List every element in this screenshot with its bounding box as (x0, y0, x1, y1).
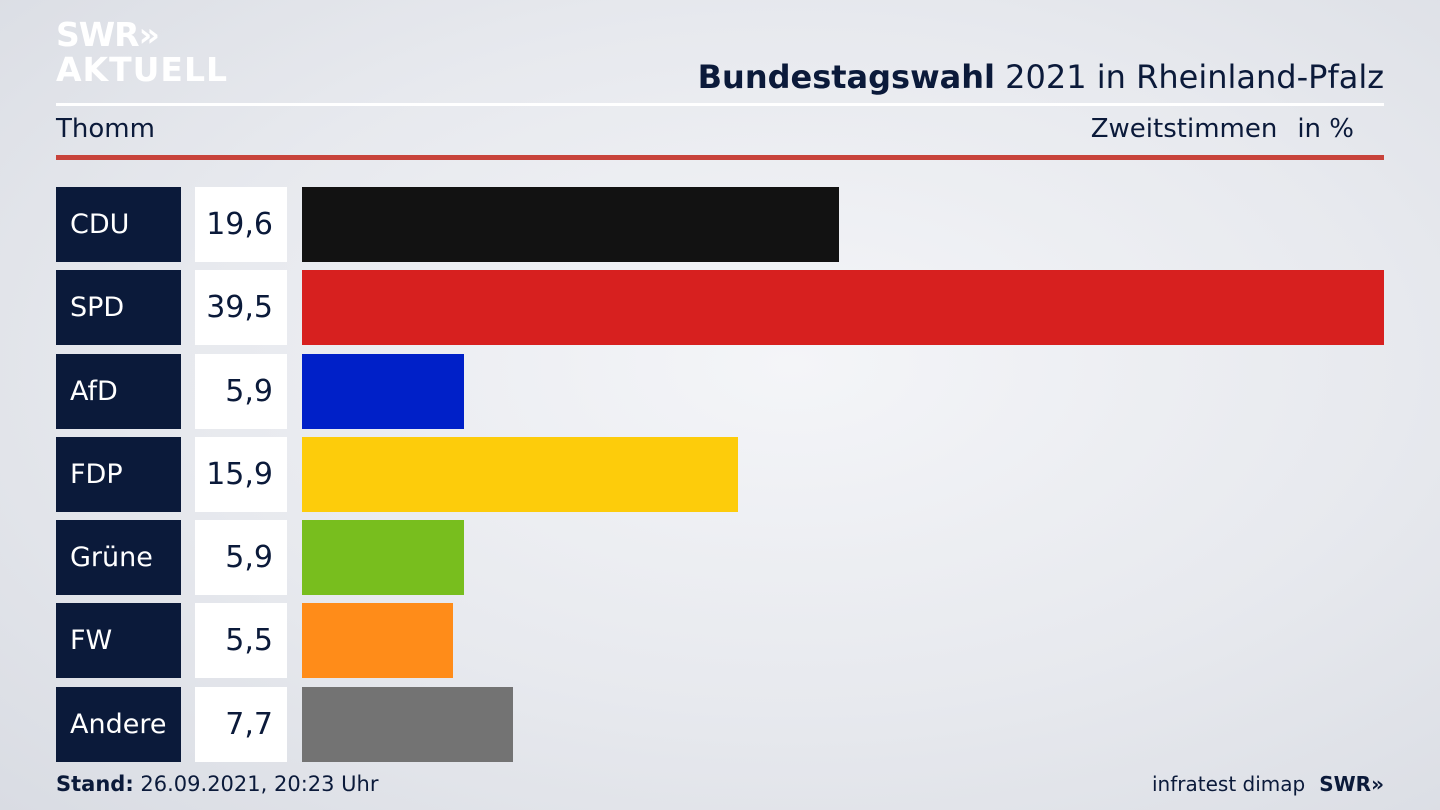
value-label: 5,5 (195, 603, 287, 679)
measure-text: Zweitstimmen (1090, 114, 1278, 144)
stand-value: 26.09.2021, 20:23 Uhr (133, 772, 379, 796)
stand-label: Stand: (56, 772, 134, 796)
value-label: 7,7 (195, 686, 287, 762)
header-divider (56, 103, 1384, 106)
accent-divider (56, 155, 1384, 160)
bar-chart: CDU 19,6 SPD 39,5 AfD 5,9 FDP 15,9 Grüne 5,9 FW 5,5… (56, 187, 1384, 770)
place-name: Thomm (56, 114, 155, 144)
bar-row: CDU 19,6 (56, 187, 1384, 262)
source-name: infratest dimap (1152, 772, 1306, 796)
party-label: SPD (56, 270, 181, 346)
bar-row: Grüne 5,9 (56, 520, 1384, 596)
bar (302, 603, 453, 679)
bar-row: AfD 5,9 (56, 353, 1384, 429)
measure-label: Zweitstimmen in % (1091, 114, 1354, 144)
unit-text: in % (1297, 114, 1354, 144)
value-label: 5,9 (195, 520, 287, 596)
party-label: FDP (56, 436, 181, 512)
party-label: FW (56, 603, 181, 679)
logo-line-1: SWR» (56, 15, 160, 54)
swr-aktuell-logo: SWR» AKTUELL (56, 18, 228, 86)
bar (302, 686, 513, 762)
page-title: Bundestagswahl 2021 in Rheinland-Pfalz (698, 58, 1384, 96)
bar-row: Andere 7,7 (56, 686, 1384, 762)
value-label: 19,6 (195, 187, 287, 262)
party-label: Grüne (56, 520, 181, 596)
value-label: 5,9 (195, 353, 287, 429)
title-rest: 2021 in Rheinland-Pfalz (995, 58, 1384, 96)
bar (302, 270, 1384, 346)
timestamp: Stand: 26.09.2021, 20:23 Uhr (56, 772, 379, 796)
bar (302, 353, 464, 429)
value-label: 15,9 (195, 436, 287, 512)
bar (302, 436, 738, 512)
bar (302, 520, 464, 596)
party-label: AfD (56, 353, 181, 429)
bar (302, 187, 839, 262)
bar-row: FW 5,5 (56, 603, 1384, 679)
bar-row: FDP 15,9 (56, 436, 1384, 512)
bar-row: SPD 39,5 (56, 270, 1384, 346)
title-bold: Bundestagswahl (697, 58, 995, 96)
value-label: 39,5 (195, 270, 287, 346)
party-label: CDU (56, 187, 181, 262)
logo-line-2: AKTUELL (56, 50, 229, 89)
party-label: Andere (56, 686, 181, 762)
source-credit: infratest dimap SWR» (1152, 772, 1384, 796)
swr-brand-logo: SWR» (1319, 772, 1384, 796)
